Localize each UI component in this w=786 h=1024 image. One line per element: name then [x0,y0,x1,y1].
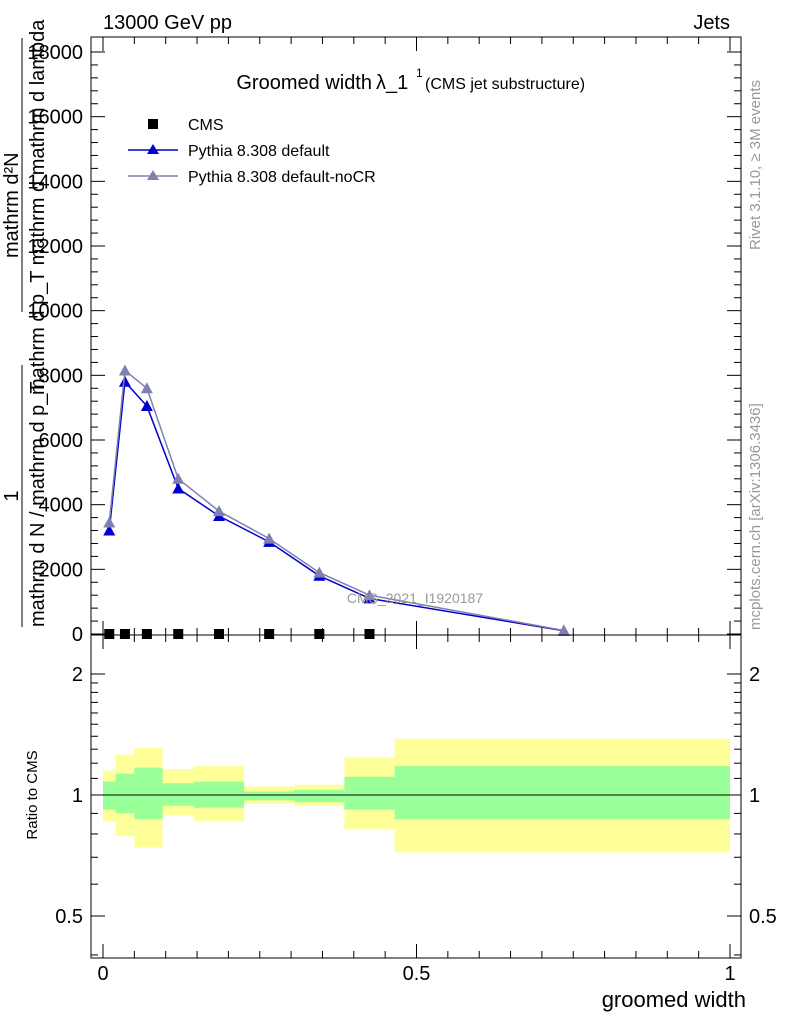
plot-subtitle: (CMS jet substructure) [425,76,585,93]
series-line-1 [108,380,564,632]
series-marker-2 [263,532,276,544]
side-label-bottom: mcplots.cern.ch [arXiv:1306.3436] [747,403,764,630]
ratio-y-tick-label-right: 1 [749,785,760,807]
legend-marker-pythia-nocr [147,170,159,180]
cms-data-point [141,629,152,639]
plot-title: Groomed width [236,72,372,94]
ratio-y-tick-label-right: 2 [749,664,760,686]
main-plot-panel: 0 2000 4000 6000 8000 10000 12000 14000 16000 180… [27,36,742,646]
ratio-y-tick-label: 1 [72,785,83,807]
main-y-tick-label: 16000 [27,107,83,129]
ratio-x-axis: 0 0.5 1 [97,635,736,985]
main-y-tick-label: 10000 [27,301,83,323]
legend-marker-cms [148,119,158,129]
ratio-band-inner [115,773,135,814]
main-y-axis-label: 1 mathrm d N / mathrm d p_T mathrm d²N m… [1,19,49,627]
watermark: CMS_2021_I1920187 [347,590,483,606]
ylabel-denominator: mathrm d p_T mathrm d mathrm d lambda [27,19,49,395]
ratio-band-inner [344,776,395,810]
main-series-group [103,364,570,639]
series-marker-2 [103,516,116,528]
ratio-band-inner [103,781,116,810]
main-y-tick-label: 18000 [27,42,83,64]
series-line-2 [108,369,564,632]
ratio-band-inner [134,767,163,820]
ratio-band-inner [244,791,295,801]
main-y-tick-label: 2000 [39,559,84,581]
cms-data-point [213,629,224,639]
series-marker-2 [118,364,131,376]
x-axis-label: groomed width [602,987,746,1012]
main-y-tick-label: 0 [72,624,83,646]
series-marker-2 [212,505,225,517]
cms-data-point [104,629,115,639]
series-marker-1 [118,375,131,387]
series-marker-1 [103,524,116,536]
plot-title-symbol: λ_1 [376,72,408,94]
legend-label-pythia-nocr: Pythia 8.308 default-noCR [188,169,376,186]
x-tick-label: 1 [724,963,735,985]
main-y-tick-label: 12000 [27,236,83,258]
ratio-band-inner [394,766,730,820]
ratio-band-inner [162,783,194,806]
ratio-y-tick-label: 0.5 [55,906,83,928]
cms-data-point [173,629,184,639]
cms-data-point [264,629,275,639]
series-marker-2 [363,589,376,601]
ylabel-numerator: mathrm d²N [1,152,23,258]
ratio-plot-panel: 0.5 0.51 12 2 0 0.5 1 Ratio to CMS groomed wi… [24,634,777,1012]
main-y-tick-label: 14000 [27,171,83,193]
x-tick-label: 0.5 [403,963,431,985]
cms-data-point [119,629,130,639]
series-marker-1 [172,482,185,494]
main-y-tick-label: 8000 [39,365,84,387]
plot-title-superscript: 1 [416,66,423,80]
process-label: Jets [693,12,730,34]
ylabel-prefactor: 1 [1,490,23,501]
legend-label-cms: CMS [188,117,224,134]
x-tick-label: 0 [97,963,108,985]
series-marker-2 [172,472,185,484]
main-y-axis: 0 2000 4000 6000 8000 10000 12000 14000 16000 180… [27,42,741,646]
main-y-tick-label: 6000 [39,430,84,452]
series-marker-2 [140,382,153,394]
ratio-y-axis: 0.5 0.5 1 1 2 2 [55,664,777,956]
ratio-y-tick-label-right: 0.5 [749,906,777,928]
series-marker-1 [140,400,153,412]
energy-label: 13000 GeV pp [103,12,232,34]
legend-marker-pythia-default [147,144,159,154]
cms-data-point [364,629,375,639]
series-marker-2 [313,566,326,578]
ratio-bands [103,738,730,853]
side-label-top: Rivet 3.1.10, ≥ 3M events [747,80,764,250]
ratio-y-tick-label: 2 [72,664,83,686]
ratio-y-axis-label: Ratio to CMS [24,750,41,839]
cms-data-point [314,629,325,639]
ratio-band-inner [294,789,345,803]
main-y-tick-label: 4000 [39,495,84,517]
legend-label-pythia-default: Pythia 8.308 default [188,143,330,160]
ylabel-prefactor-den: mathrm d N / mathrm d p_T [27,381,49,627]
legend: CMS Pythia 8.308 default Pythia 8.308 de… [128,117,376,186]
series-marker-2 [557,624,570,636]
